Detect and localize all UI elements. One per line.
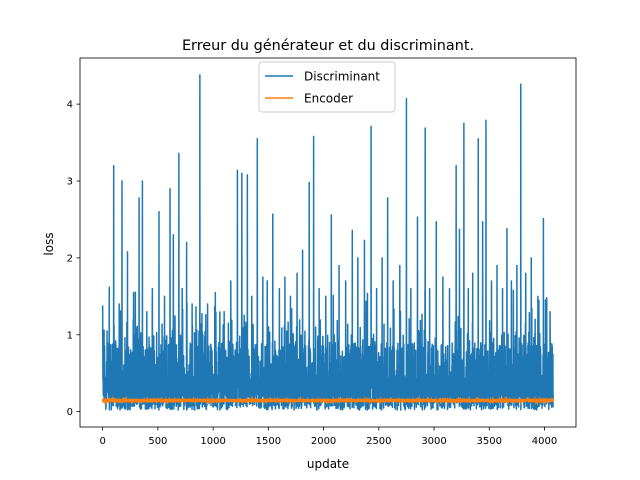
legend-box: [258, 61, 396, 113]
legend: Discriminant Encoder: [258, 61, 396, 113]
x-tick-label: 3500: [477, 436, 502, 447]
y-tick-label: 4: [67, 100, 73, 111]
series-layer: [101, 74, 554, 411]
y-axis: 0 1 2 3 4: [67, 100, 80, 418]
y-tick-label: 3: [67, 177, 73, 188]
legend-label-encoder: Encoder: [304, 92, 353, 106]
legend-label-discriminant: Discriminant: [304, 70, 380, 84]
x-tick-label: 2000: [311, 436, 336, 447]
x-axis: 0 500 1000 1500 2000 2500 3000 3500 4000: [99, 427, 557, 447]
x-tick-label: 1500: [256, 436, 281, 447]
y-tick-label: 1: [67, 330, 73, 341]
x-tick-label: 2500: [366, 436, 391, 447]
x-tick-label: 1000: [200, 436, 225, 447]
axes-frame: [79, 57, 577, 428]
x-axis-label: update: [307, 457, 349, 471]
x-tick-label: 4000: [532, 436, 557, 447]
x-tick-label: 3000: [421, 436, 446, 447]
y-axis-label: loss: [42, 232, 56, 255]
x-tick-label: 500: [148, 436, 167, 447]
y-tick-label: 0: [67, 407, 73, 418]
chart-title: Erreur du générateur et du discriminant.: [182, 38, 474, 54]
y-tick-label: 2: [67, 253, 73, 264]
series-line-encoder: [101, 395, 554, 406]
x-tick-label: 0: [99, 436, 105, 447]
